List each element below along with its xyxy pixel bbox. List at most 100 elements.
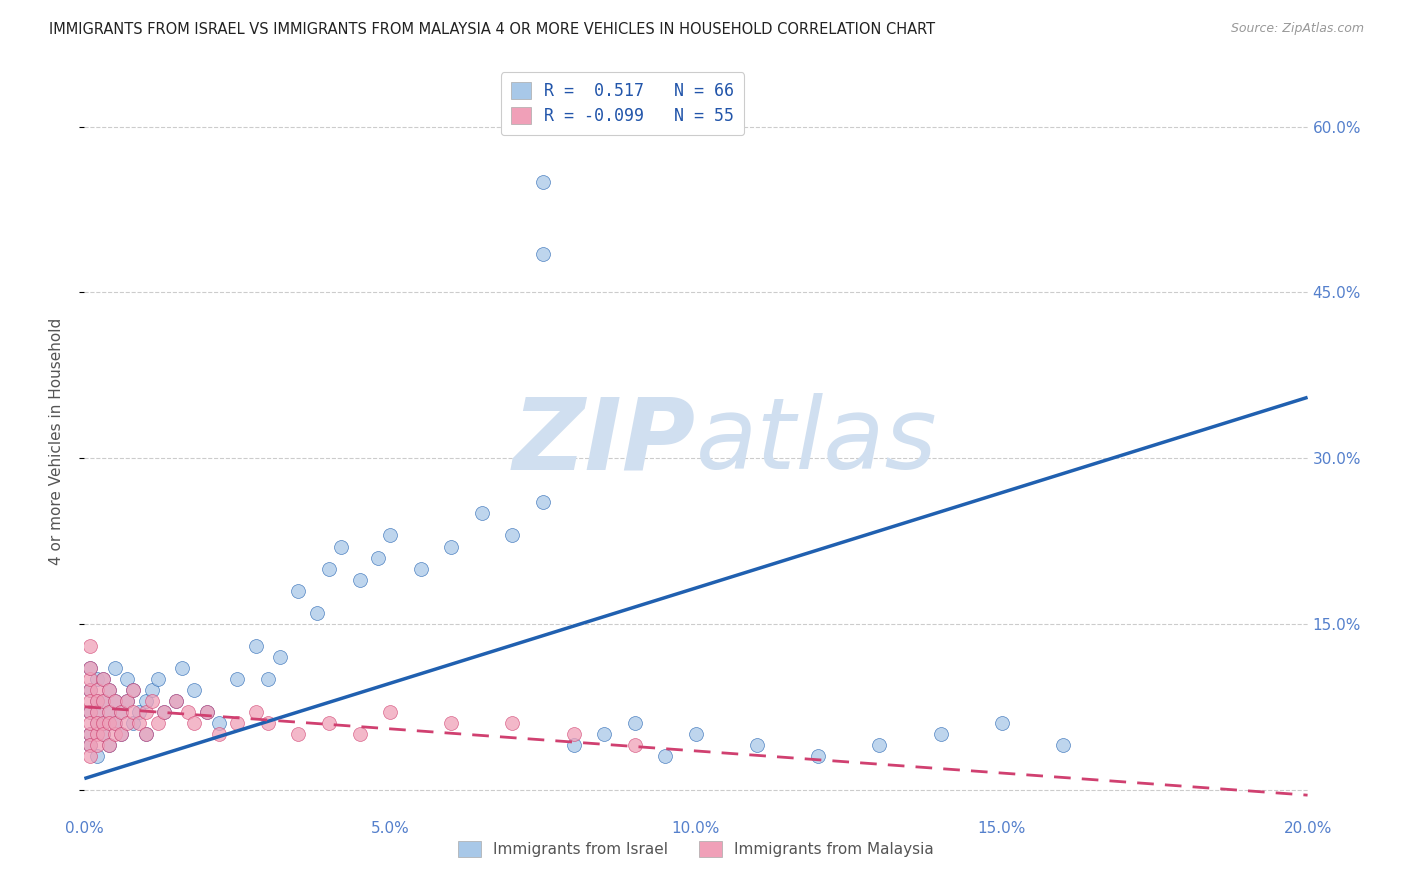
Point bbox=[226, 672, 249, 686]
Point bbox=[86, 706, 108, 720]
Point bbox=[807, 749, 830, 764]
Point bbox=[91, 716, 114, 731]
Point bbox=[122, 706, 145, 720]
Text: Source: ZipAtlas.com: Source: ZipAtlas.com bbox=[1230, 22, 1364, 36]
Point bbox=[153, 706, 176, 720]
Point bbox=[287, 583, 309, 598]
Point bbox=[115, 694, 138, 708]
Point bbox=[79, 727, 101, 741]
Point bbox=[349, 727, 371, 741]
Point bbox=[562, 727, 585, 741]
Point bbox=[86, 672, 108, 686]
Point bbox=[79, 727, 101, 741]
Point bbox=[135, 706, 157, 720]
Point bbox=[91, 694, 114, 708]
Point bbox=[79, 639, 101, 653]
Point bbox=[593, 727, 616, 741]
Point bbox=[91, 672, 114, 686]
Point bbox=[97, 706, 120, 720]
Point bbox=[257, 672, 280, 686]
Point bbox=[153, 706, 176, 720]
Point bbox=[110, 706, 132, 720]
Point bbox=[929, 727, 952, 741]
Point bbox=[115, 694, 138, 708]
Text: IMMIGRANTS FROM ISRAEL VS IMMIGRANTS FROM MALAYSIA 4 OR MORE VEHICLES IN HOUSEHO: IMMIGRANTS FROM ISRAEL VS IMMIGRANTS FRO… bbox=[49, 22, 935, 37]
Point bbox=[86, 739, 108, 753]
Point bbox=[86, 683, 108, 698]
Point bbox=[287, 727, 309, 741]
Point bbox=[257, 716, 280, 731]
Point bbox=[330, 540, 353, 554]
Point bbox=[349, 573, 371, 587]
Point bbox=[128, 716, 150, 731]
Point bbox=[91, 727, 114, 741]
Point bbox=[367, 550, 389, 565]
Point bbox=[97, 683, 120, 698]
Point bbox=[305, 606, 328, 620]
Point bbox=[79, 749, 101, 764]
Point bbox=[86, 694, 108, 708]
Point bbox=[624, 716, 647, 731]
Point bbox=[104, 694, 127, 708]
Point bbox=[79, 716, 101, 731]
Point bbox=[685, 727, 707, 741]
Point bbox=[135, 727, 157, 741]
Point bbox=[97, 739, 120, 753]
Point bbox=[135, 694, 157, 708]
Point bbox=[91, 727, 114, 741]
Point bbox=[146, 672, 169, 686]
Point bbox=[380, 706, 402, 720]
Point bbox=[208, 727, 231, 741]
Point bbox=[869, 739, 891, 753]
Point bbox=[86, 716, 108, 731]
Point bbox=[86, 716, 108, 731]
Point bbox=[183, 716, 205, 731]
Point bbox=[104, 727, 127, 741]
Point bbox=[1052, 739, 1074, 753]
Point bbox=[562, 739, 585, 753]
Point bbox=[747, 739, 769, 753]
Point bbox=[128, 706, 150, 720]
Point bbox=[115, 672, 138, 686]
Point bbox=[318, 561, 340, 575]
Point bbox=[177, 706, 200, 720]
Point bbox=[79, 706, 101, 720]
Point bbox=[79, 739, 101, 753]
Point bbox=[502, 716, 524, 731]
Point bbox=[135, 727, 157, 741]
Legend: Immigrants from Israel, Immigrants from Malaysia: Immigrants from Israel, Immigrants from … bbox=[453, 835, 939, 863]
Point bbox=[624, 739, 647, 753]
Point bbox=[172, 661, 194, 675]
Point bbox=[440, 540, 463, 554]
Point bbox=[208, 716, 231, 731]
Point bbox=[79, 683, 101, 698]
Point bbox=[91, 672, 114, 686]
Point bbox=[79, 672, 101, 686]
Point bbox=[79, 706, 101, 720]
Point bbox=[531, 175, 554, 189]
Point bbox=[97, 683, 120, 698]
Point bbox=[195, 706, 218, 720]
Point bbox=[165, 694, 187, 708]
Point bbox=[502, 528, 524, 542]
Point bbox=[531, 495, 554, 509]
Point bbox=[97, 716, 120, 731]
Point bbox=[79, 683, 101, 698]
Point bbox=[318, 716, 340, 731]
Point bbox=[79, 661, 101, 675]
Point bbox=[165, 694, 187, 708]
Point bbox=[104, 716, 127, 731]
Text: ZIP: ZIP bbox=[513, 393, 696, 490]
Point bbox=[991, 716, 1014, 731]
Point bbox=[86, 694, 108, 708]
Text: atlas: atlas bbox=[696, 393, 938, 490]
Point bbox=[380, 528, 402, 542]
Point bbox=[122, 683, 145, 698]
Point bbox=[183, 683, 205, 698]
Point bbox=[104, 716, 127, 731]
Point bbox=[86, 727, 108, 741]
Point bbox=[115, 716, 138, 731]
Point bbox=[146, 716, 169, 731]
Point bbox=[79, 694, 101, 708]
Point bbox=[86, 749, 108, 764]
